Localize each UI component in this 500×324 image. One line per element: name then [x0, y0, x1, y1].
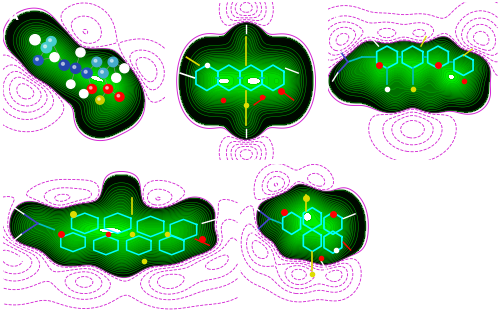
- Circle shape: [92, 57, 102, 67]
- Circle shape: [114, 75, 116, 78]
- Circle shape: [108, 57, 118, 67]
- Circle shape: [41, 42, 51, 53]
- Circle shape: [36, 58, 38, 61]
- Circle shape: [98, 68, 108, 78]
- Circle shape: [84, 70, 87, 73]
- Circle shape: [112, 73, 121, 82]
- Circle shape: [46, 37, 56, 46]
- Circle shape: [52, 55, 54, 57]
- Circle shape: [66, 80, 75, 88]
- Circle shape: [122, 66, 124, 68]
- Circle shape: [104, 85, 112, 93]
- Circle shape: [96, 96, 104, 104]
- Circle shape: [120, 64, 129, 73]
- Circle shape: [90, 87, 92, 89]
- Circle shape: [30, 35, 40, 45]
- Text: D: D: [12, 171, 22, 184]
- Circle shape: [117, 95, 119, 97]
- Circle shape: [88, 85, 96, 93]
- Circle shape: [48, 39, 51, 41]
- Circle shape: [80, 89, 88, 98]
- Circle shape: [94, 59, 97, 62]
- Circle shape: [44, 45, 46, 48]
- Text: B: B: [174, 10, 184, 23]
- Circle shape: [68, 82, 71, 84]
- Circle shape: [100, 71, 103, 73]
- Circle shape: [73, 65, 76, 68]
- Text: C: C: [334, 10, 344, 23]
- Circle shape: [115, 92, 124, 101]
- Circle shape: [70, 63, 81, 73]
- Circle shape: [106, 87, 108, 89]
- Circle shape: [34, 56, 43, 65]
- Circle shape: [98, 98, 100, 100]
- Circle shape: [59, 60, 70, 70]
- Text: E: E: [246, 171, 254, 184]
- Circle shape: [62, 63, 64, 65]
- Circle shape: [78, 50, 80, 52]
- Circle shape: [50, 53, 59, 62]
- Circle shape: [32, 37, 35, 40]
- Text: A: A: [9, 10, 18, 23]
- Circle shape: [110, 59, 113, 62]
- Circle shape: [82, 91, 84, 94]
- Circle shape: [82, 68, 92, 78]
- Circle shape: [76, 48, 85, 57]
